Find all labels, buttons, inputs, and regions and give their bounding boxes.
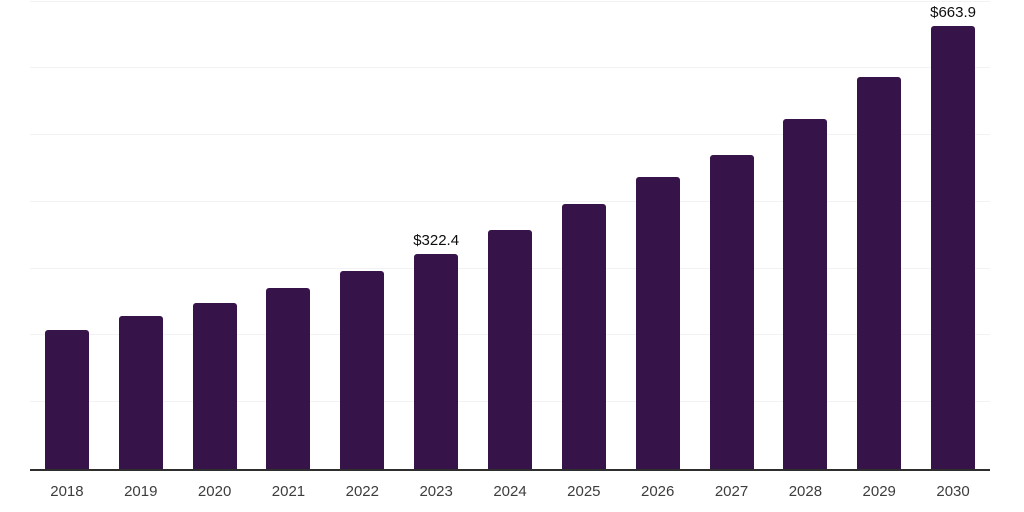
x-axis-tick-labels: 2018 2019 2020 2021 2022 2023 2024 2025 2026 2027… bbox=[30, 482, 990, 502]
x-tick-label-2027: 2027 bbox=[714, 483, 749, 500]
bar-2024 bbox=[488, 229, 532, 469]
bar-2029 bbox=[857, 76, 902, 469]
bar-2026 bbox=[635, 176, 680, 469]
x-tick-label-2021: 2021 bbox=[271, 483, 306, 500]
gridline bbox=[30, 134, 990, 136]
bar-2023 bbox=[414, 253, 459, 469]
bar-2025 bbox=[561, 204, 606, 469]
x-tick-label-2019: 2019 bbox=[124, 483, 158, 500]
x-tick-label-2026: 2026 bbox=[641, 483, 675, 500]
x-tick-label-2028: 2028 bbox=[788, 483, 823, 500]
x-tick-label-2024: 2024 bbox=[493, 483, 527, 500]
bar-2021 bbox=[266, 288, 311, 469]
plot-area: $322.4 $663.9 bbox=[30, 0, 990, 471]
gridline bbox=[30, 67, 990, 69]
x-tick-label-2018: 2018 bbox=[50, 483, 84, 500]
x-tick-label-2029: 2029 bbox=[862, 483, 896, 500]
x-tick-label-2022: 2022 bbox=[345, 483, 379, 500]
x-tick-label-2020: 2020 bbox=[197, 483, 232, 500]
gridline bbox=[30, 0, 990, 2]
x-tick-label-2030: 2030 bbox=[936, 483, 970, 500]
bar-2028 bbox=[783, 118, 828, 469]
bar-2030 bbox=[931, 25, 976, 469]
bar-2020 bbox=[192, 303, 237, 469]
bar-2027 bbox=[709, 155, 754, 469]
x-axis-line bbox=[30, 469, 990, 471]
gridline bbox=[30, 200, 990, 202]
bar-2018 bbox=[44, 330, 89, 469]
data-label-2030: $663.9 bbox=[930, 3, 976, 21]
bar-2022 bbox=[340, 270, 385, 469]
data-label-2023: $322.4 bbox=[413, 231, 460, 249]
x-tick-label-2025: 2025 bbox=[567, 483, 601, 500]
x-tick-label-2023: 2023 bbox=[419, 483, 453, 500]
bar-2019 bbox=[118, 315, 163, 469]
